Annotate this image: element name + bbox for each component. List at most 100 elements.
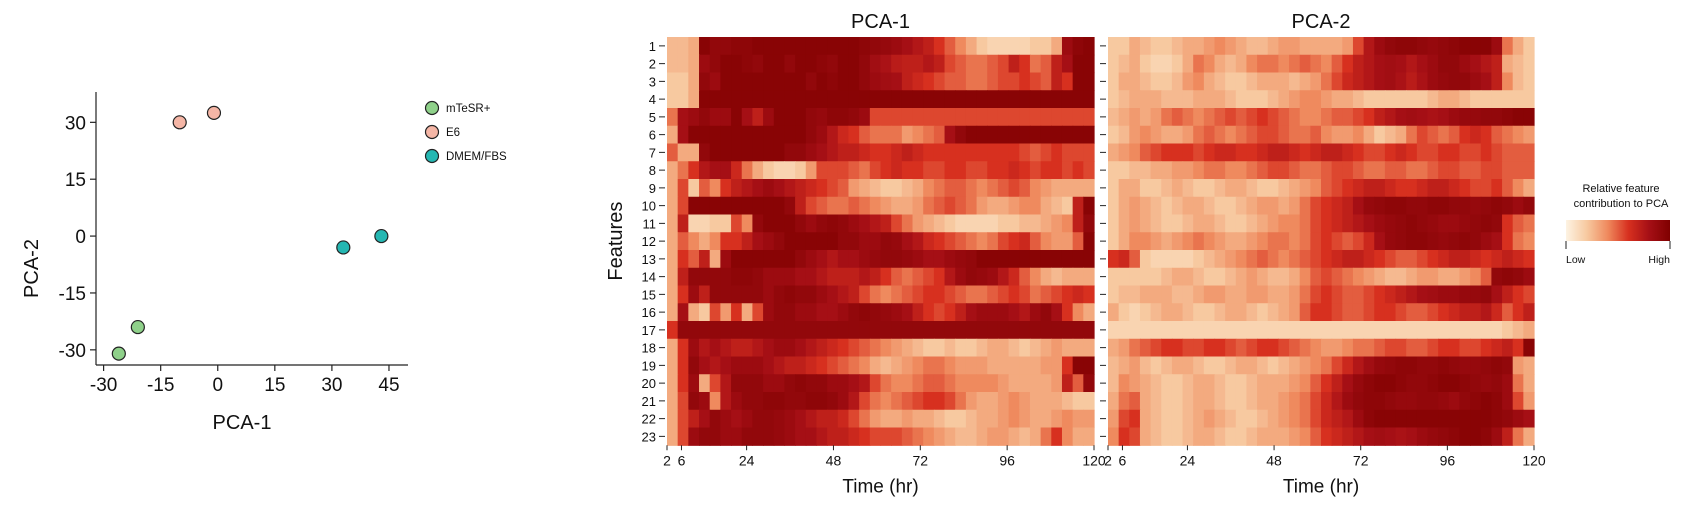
heatmap-cell bbox=[837, 179, 850, 198]
heatmap-cell bbox=[859, 196, 871, 216]
heatmap-cell bbox=[1108, 409, 1120, 429]
heatmap-cell bbox=[1384, 392, 1397, 411]
heatmap-cell bbox=[1225, 338, 1237, 358]
heatmap-cell bbox=[1470, 90, 1482, 109]
heatmap-cell bbox=[944, 108, 956, 127]
heatmap-cell bbox=[805, 321, 818, 340]
heatmap-cell bbox=[1108, 108, 1120, 127]
heatmap-cell bbox=[1331, 196, 1343, 216]
scatter-point bbox=[111, 346, 126, 361]
heatmap-cell bbox=[1235, 285, 1248, 304]
heatmap-cell bbox=[1395, 196, 1407, 216]
heatmap-cell bbox=[1395, 267, 1407, 287]
heatmap-cell bbox=[1008, 214, 1020, 233]
heatmap-cell bbox=[1235, 409, 1248, 429]
heatmap-cell bbox=[901, 37, 914, 56]
heatmap-cell bbox=[1225, 356, 1237, 375]
heatmap-cell bbox=[1139, 37, 1152, 56]
heatmap-cell bbox=[720, 356, 732, 375]
heatmap-cell bbox=[1171, 196, 1184, 216]
heatmap-cell bbox=[837, 125, 850, 145]
heatmap-cell bbox=[677, 409, 689, 429]
heatmap-cell bbox=[1108, 267, 1120, 287]
heatmap-cell bbox=[1363, 232, 1375, 251]
heatmap-cell bbox=[805, 37, 818, 56]
heatmap-cell bbox=[848, 427, 860, 446]
heatmap-cell bbox=[1331, 285, 1343, 304]
heatmap-cell bbox=[1523, 90, 1535, 109]
heatmap-cell bbox=[859, 232, 871, 251]
heatmap-cell bbox=[827, 143, 839, 162]
heatmap-cell bbox=[955, 356, 967, 375]
heatmap-cell bbox=[1061, 125, 1074, 145]
heatmap-cell bbox=[763, 37, 775, 56]
heatmap-cell bbox=[1061, 143, 1074, 162]
heatmap-cell bbox=[1512, 196, 1524, 216]
heatmap-cell bbox=[944, 214, 956, 233]
heatmap-cell bbox=[1171, 356, 1184, 375]
heatmap-cell bbox=[837, 338, 850, 358]
heatmap-cell bbox=[987, 90, 999, 109]
heatmap-cell bbox=[869, 196, 882, 216]
heatmap-cell bbox=[1118, 392, 1130, 411]
x-tick-label: 15 bbox=[264, 375, 285, 396]
heatmap-cell bbox=[1235, 125, 1248, 145]
heatmap-cell bbox=[1278, 72, 1290, 91]
heatmap-cell bbox=[1491, 90, 1503, 109]
heatmap-cell bbox=[795, 37, 807, 56]
heatmap-cell bbox=[933, 232, 946, 251]
heatmap-cell bbox=[1072, 250, 1084, 269]
heatmap-cell bbox=[1384, 90, 1397, 109]
heatmap-cell bbox=[1040, 374, 1052, 393]
x-tick-label: 120 bbox=[1522, 452, 1546, 468]
heatmap-cell bbox=[923, 161, 935, 180]
heatmap-cell bbox=[1374, 374, 1386, 393]
heatmap-cell bbox=[923, 409, 935, 429]
heatmap-cell bbox=[677, 303, 689, 322]
heatmap-cell bbox=[1235, 338, 1248, 358]
heatmap-cell bbox=[1072, 72, 1084, 91]
heatmap-cell bbox=[1278, 250, 1290, 269]
heatmap-cell bbox=[1342, 267, 1354, 287]
heatmap-cell bbox=[1061, 267, 1074, 287]
heatmap-cell bbox=[1029, 37, 1042, 56]
heatmap-cell bbox=[1427, 37, 1439, 56]
heatmap-cell bbox=[1289, 303, 1301, 322]
heatmap-cell bbox=[987, 196, 999, 216]
heatmap-cell bbox=[1374, 143, 1386, 162]
heatmap-cell bbox=[891, 356, 903, 375]
heatmap-cell bbox=[1040, 232, 1052, 251]
heatmap-cell bbox=[1470, 267, 1482, 287]
heatmap-cell bbox=[677, 427, 689, 446]
heatmap-cell bbox=[763, 125, 775, 145]
heatmap-cell bbox=[1278, 321, 1290, 340]
heatmap-cell bbox=[933, 72, 946, 91]
heatmap-cell bbox=[688, 90, 700, 109]
heatmap-cell bbox=[1331, 303, 1343, 322]
heatmap-cell bbox=[1129, 143, 1141, 162]
heatmap-cell bbox=[1321, 232, 1333, 251]
heatmap-cell bbox=[752, 321, 764, 340]
heatmap-cell bbox=[1512, 125, 1524, 145]
heatmap-cell bbox=[1267, 267, 1279, 287]
heatmap-cell bbox=[699, 54, 711, 74]
heatmap-cell bbox=[976, 37, 988, 56]
heatmap-cell bbox=[923, 321, 935, 340]
heatmap-cell bbox=[965, 54, 978, 74]
heatmap-cell bbox=[1523, 54, 1535, 74]
heatmap-cell bbox=[1257, 37, 1269, 56]
heatmap-cell bbox=[1171, 161, 1184, 180]
heatmap-cell bbox=[1438, 267, 1450, 287]
heatmap-cell bbox=[997, 108, 1010, 127]
heatmap-cell bbox=[709, 267, 721, 287]
heatmap-cell bbox=[667, 90, 679, 109]
heatmap-cell bbox=[1108, 143, 1120, 162]
heatmap-cell bbox=[1171, 321, 1184, 340]
heatmap-cell bbox=[805, 196, 818, 216]
heatmap-cell bbox=[891, 285, 903, 304]
heatmap-cell bbox=[1214, 409, 1226, 429]
heatmap-cell bbox=[1161, 392, 1173, 411]
heatmap-cell bbox=[933, 90, 946, 109]
heatmap-cell bbox=[1150, 374, 1162, 393]
